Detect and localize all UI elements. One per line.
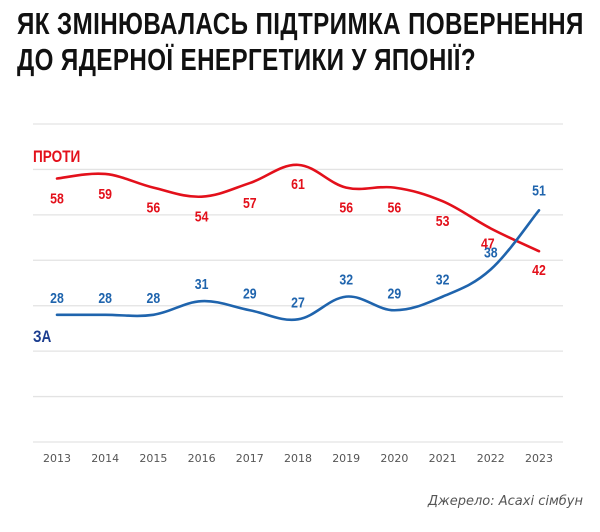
data-label-against: 42: [532, 262, 546, 278]
x-tick-label: 2015: [139, 452, 167, 465]
x-tick-label: 2019: [332, 452, 360, 465]
data-label-for: 32: [339, 272, 353, 288]
x-tick-label: 2018: [284, 452, 312, 465]
data-label-against: 56: [339, 199, 353, 215]
data-label-for: 32: [436, 272, 450, 288]
source-note: Джерело: Асахі сімбун: [427, 494, 583, 509]
x-tick-label: 2022: [477, 452, 505, 465]
series-line-against: [55, 163, 541, 253]
data-label-for: 28: [98, 290, 112, 306]
gridlines: [33, 123, 563, 443]
x-tick-label: 2023: [525, 452, 553, 465]
x-tick-label: 2014: [91, 452, 119, 465]
x-tick-label: 2016: [188, 452, 216, 465]
data-label-against: 56: [388, 199, 402, 215]
data-label-against: 61: [291, 176, 305, 192]
legend-for: ЗА: [33, 328, 51, 347]
data-label-against: 56: [147, 199, 161, 215]
data-label-for: 29: [243, 285, 257, 301]
data-label-against: 54: [195, 209, 209, 225]
x-tick-label: 2020: [380, 452, 408, 465]
x-tick-label: 2021: [429, 452, 457, 465]
data-label-for: 27: [291, 294, 305, 310]
data-label-against: 47: [481, 235, 495, 251]
data-label-against: 57: [243, 195, 257, 211]
data-label-for: 28: [147, 290, 161, 306]
series-line-for: [55, 209, 541, 322]
x-tick-label: 2017: [236, 452, 264, 465]
data-labels: 58 59 56 54 57 61 56 56 53 47 42 28 28 28 31 29 27 32 29 32…: [50, 176, 546, 311]
title-line-2: ДО ЯДЕРНОЇ ЕНЕРГЕТИКИ У ЯПОНІЇ?: [17, 42, 477, 77]
data-label-against: 58: [50, 190, 64, 206]
data-label-for: 38: [484, 244, 498, 260]
series-lines: [55, 163, 541, 322]
legend: ПРОТИ ЗА: [33, 148, 80, 347]
data-label-for: 29: [388, 285, 402, 301]
data-label-for: 51: [532, 182, 546, 198]
x-axis-ticks: 2013 2014 2015 2016 2017 2018 2019 2020 2021 2022…: [43, 452, 553, 465]
data-label-for: 31: [195, 276, 209, 292]
data-label-against: 53: [436, 213, 450, 229]
legend-against: ПРОТИ: [33, 148, 80, 167]
data-label-for: 28: [50, 290, 64, 306]
x-tick-label: 2013: [43, 452, 71, 465]
data-label-against: 59: [98, 186, 112, 202]
